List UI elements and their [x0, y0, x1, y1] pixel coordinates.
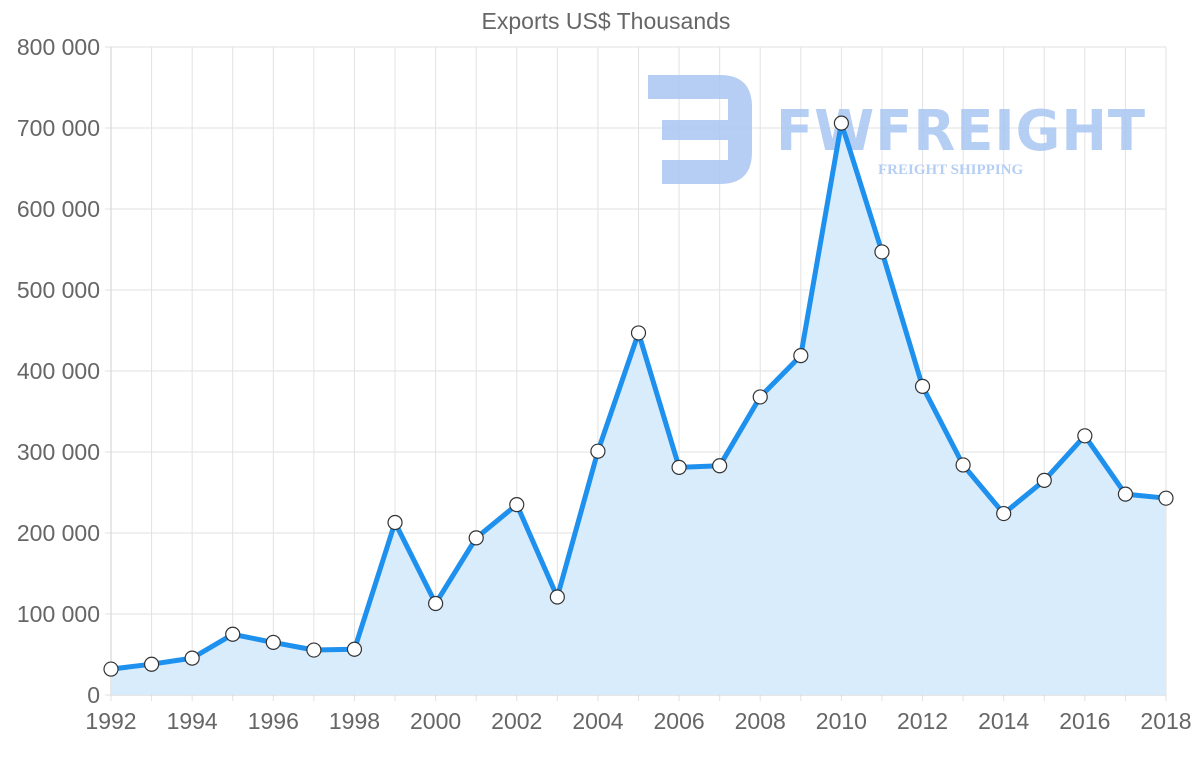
- data-point-2014[interactable]: [996, 505, 1012, 522]
- area-fill: [111, 123, 1166, 696]
- x-tick-label: 2018: [1140, 708, 1191, 734]
- data-point-2004[interactable]: [590, 443, 606, 459]
- y-tick-label: 600 000: [17, 196, 100, 222]
- x-axis: 1992 1994 1996 1998 2000 2002 2004 2006 2008 2010…: [85, 708, 1191, 734]
- data-point-1999[interactable]: [387, 514, 403, 531]
- x-tick-label: 1994: [167, 708, 218, 734]
- data-point-2000[interactable]: [428, 595, 444, 612]
- data-point-1998[interactable]: [346, 641, 363, 657]
- x-tick-label: 1992: [85, 708, 136, 734]
- y-tick-label: 300 000: [17, 439, 100, 465]
- data-point-1994[interactable]: [184, 650, 200, 666]
- data-point-2002[interactable]: [509, 497, 525, 513]
- y-tick-label: 400 000: [17, 358, 100, 384]
- data-point-2013[interactable]: [955, 457, 971, 473]
- data-point-1996[interactable]: [265, 634, 281, 650]
- watermark-tagline: FREIGHT SHIPPING: [878, 162, 1023, 178]
- data-point-2005[interactable]: [630, 325, 647, 341]
- x-tick-label: 2012: [897, 708, 948, 734]
- y-tick-label: 100 000: [17, 601, 100, 627]
- data-point-2018[interactable]: [1158, 490, 1174, 506]
- x-tick-label: 2016: [1059, 708, 1110, 734]
- data-point-2017[interactable]: [1117, 486, 1134, 502]
- data-point-1993[interactable]: [143, 656, 160, 672]
- x-tick-label: 2002: [491, 708, 542, 734]
- data-point-2009[interactable]: [793, 348, 809, 364]
- y-tick-label: 500 000: [17, 277, 100, 303]
- x-tick-label: 2008: [735, 708, 786, 734]
- data-point-2001[interactable]: [468, 530, 484, 546]
- x-tick-label: 1996: [248, 708, 299, 734]
- data-point-2007[interactable]: [712, 458, 728, 474]
- chart-title: Exports US$ Thousands: [481, 8, 731, 34]
- data-point-2016[interactable]: [1077, 428, 1093, 444]
- logo-mark-icon: [648, 75, 752, 184]
- data-point-1992[interactable]: [103, 661, 119, 677]
- y-tick-label: 800 000: [17, 34, 100, 60]
- data-point-2006[interactable]: [671, 459, 687, 475]
- y-tick-label: 0: [87, 682, 100, 708]
- data-point-2008[interactable]: [752, 389, 768, 405]
- y-tick-label: 700 000: [17, 115, 100, 141]
- x-tick-label: 2006: [653, 708, 704, 734]
- y-axis: 0 100 000 200 000 300 000 400 000 500 000 600 …: [17, 34, 100, 708]
- y-tick-label: 200 000: [17, 520, 100, 546]
- data-point-2011[interactable]: [874, 244, 890, 260]
- x-tick-label: 2010: [816, 708, 867, 734]
- data-point-2010[interactable]: [833, 115, 849, 131]
- x-tick-label: 2000: [410, 708, 461, 734]
- data-point-1995[interactable]: [225, 626, 241, 642]
- data-point-2015[interactable]: [1036, 472, 1052, 488]
- data-point-2012[interactable]: [914, 378, 931, 394]
- watermark-brand: FWFREIGHT: [776, 99, 1146, 164]
- x-tick-label: 2004: [572, 708, 623, 734]
- data-point-2003[interactable]: [549, 589, 565, 605]
- data-point-1997[interactable]: [306, 642, 322, 658]
- x-tick-label: 2014: [978, 708, 1029, 734]
- x-tick-label: 1998: [329, 708, 380, 734]
- fwfreight-watermark-logo: FWFREIGHT FREIGHT SHIPPING: [648, 75, 1146, 184]
- data-points: [103, 115, 1174, 677]
